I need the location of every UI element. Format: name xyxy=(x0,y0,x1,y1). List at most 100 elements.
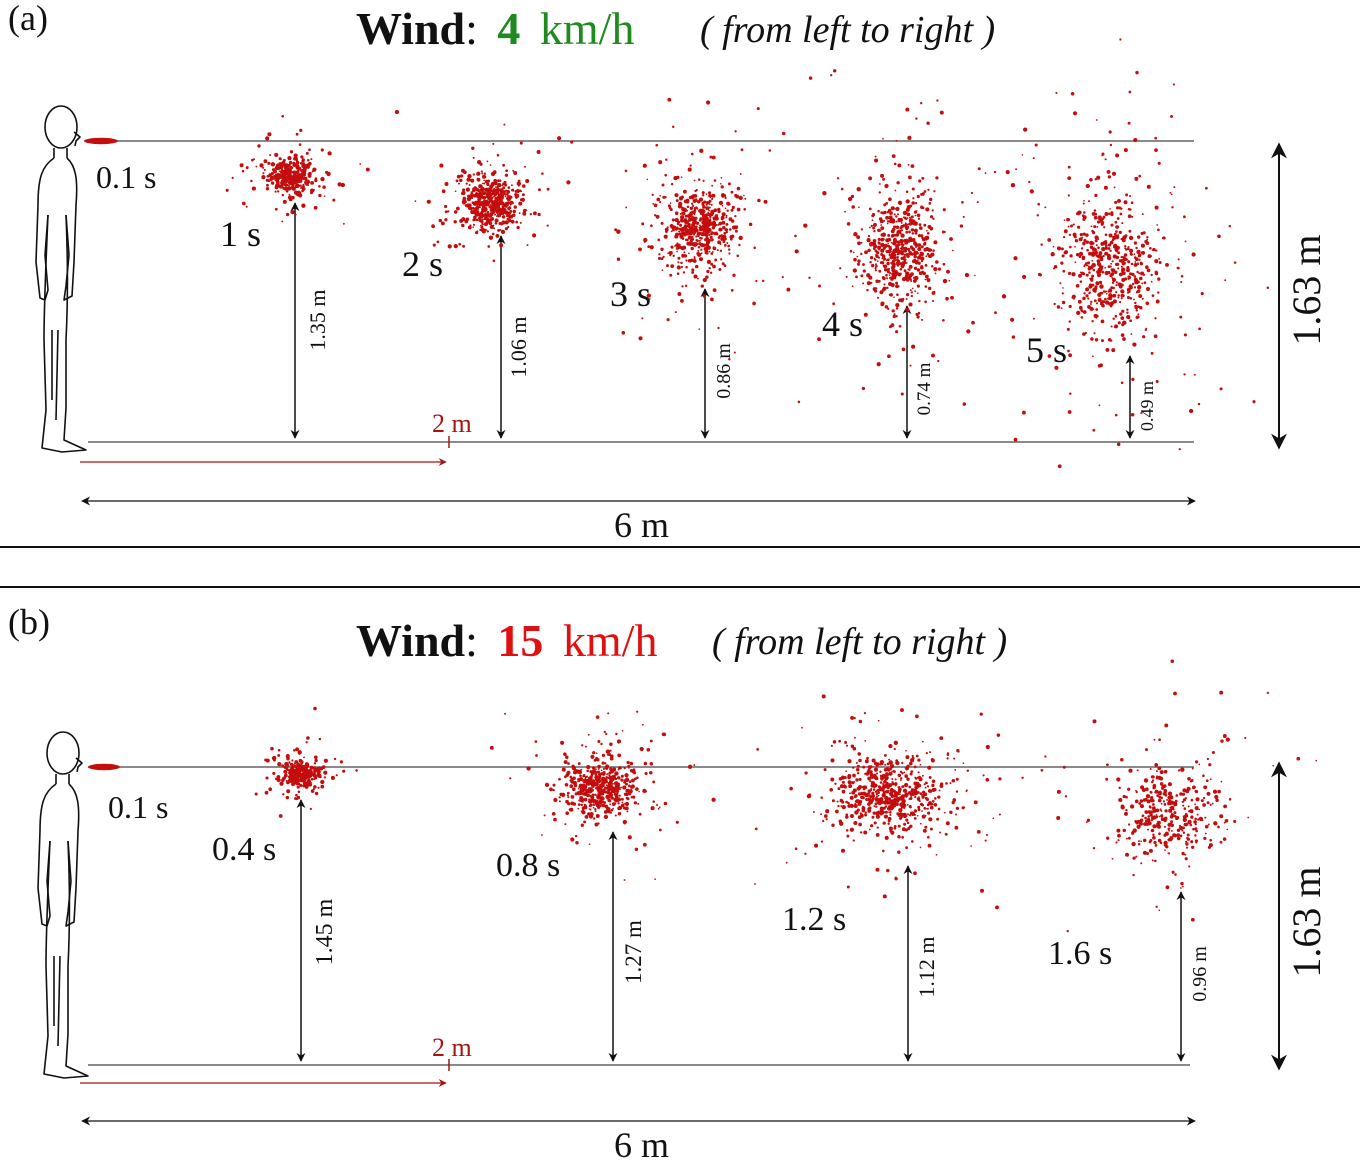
droplet xyxy=(1104,233,1108,237)
droplet xyxy=(907,223,910,226)
droplet xyxy=(1134,799,1139,804)
droplet xyxy=(895,330,899,334)
droplet xyxy=(1069,245,1072,249)
droplet xyxy=(982,774,985,777)
droplet xyxy=(1093,290,1096,293)
droplet xyxy=(923,223,927,227)
droplet xyxy=(928,254,933,258)
wind-direction-note: ( from left to right ) xyxy=(712,621,1007,663)
droplet xyxy=(881,793,886,798)
droplet xyxy=(288,197,293,202)
droplet xyxy=(574,834,578,838)
droplet xyxy=(1160,786,1165,790)
droplet xyxy=(629,761,634,766)
droplet xyxy=(303,782,306,785)
droplet xyxy=(946,269,950,274)
droplet xyxy=(1134,306,1137,310)
droplet xyxy=(674,311,677,314)
droplet xyxy=(1067,194,1070,197)
droplet xyxy=(1177,769,1181,772)
droplet xyxy=(1064,795,1068,798)
droplet xyxy=(1138,294,1143,299)
droplet xyxy=(937,795,941,799)
droplet xyxy=(929,215,934,219)
droplet xyxy=(617,812,622,816)
droplet xyxy=(595,804,598,807)
droplet xyxy=(320,148,324,152)
droplet xyxy=(1145,748,1148,752)
droplet xyxy=(873,767,879,772)
droplet xyxy=(1180,767,1185,772)
droplet xyxy=(830,73,833,77)
droplet xyxy=(693,764,696,767)
droplet xyxy=(890,323,895,327)
droplet xyxy=(314,179,318,183)
droplet xyxy=(1150,796,1154,800)
droplet xyxy=(873,230,876,233)
droplet xyxy=(287,775,291,778)
droplet xyxy=(1168,808,1173,813)
droplet xyxy=(702,205,706,209)
droplet xyxy=(485,193,490,199)
droplet xyxy=(725,216,728,219)
droplet xyxy=(852,773,856,778)
droplet xyxy=(895,206,900,211)
droplet xyxy=(895,139,898,142)
droplet xyxy=(307,184,310,186)
droplet xyxy=(895,225,900,230)
droplet xyxy=(564,760,566,763)
droplet xyxy=(862,282,865,285)
droplet xyxy=(1129,272,1132,276)
droplet xyxy=(728,203,731,206)
droplet xyxy=(1155,299,1160,304)
droplet xyxy=(1127,787,1131,791)
droplet xyxy=(921,740,924,743)
droplet xyxy=(288,193,291,196)
droplet xyxy=(915,117,918,120)
droplet xyxy=(1187,777,1191,781)
droplet xyxy=(323,776,327,779)
droplet xyxy=(855,778,859,782)
droplet xyxy=(879,229,882,232)
droplet xyxy=(580,803,583,807)
droplet xyxy=(1127,290,1131,293)
droplet xyxy=(286,789,291,794)
droplet xyxy=(300,186,303,190)
time-label: 3 s xyxy=(610,274,651,314)
droplet xyxy=(924,278,927,281)
droplet xyxy=(492,259,496,263)
droplet xyxy=(461,168,465,173)
droplet xyxy=(916,814,919,817)
droplet xyxy=(579,774,582,778)
droplet xyxy=(1096,175,1101,180)
droplet xyxy=(677,291,682,297)
droplet xyxy=(1117,294,1120,297)
droplet xyxy=(867,776,872,781)
droplet xyxy=(1131,272,1135,277)
droplet xyxy=(501,215,506,219)
droplet xyxy=(273,758,276,762)
droplet xyxy=(692,204,695,207)
droplet xyxy=(850,715,855,720)
droplet xyxy=(281,193,285,197)
droplet xyxy=(900,221,903,224)
droplet xyxy=(674,211,679,215)
droplet xyxy=(1088,271,1091,274)
droplet xyxy=(1076,310,1081,316)
droplet xyxy=(858,719,863,724)
droplet xyxy=(1150,780,1154,784)
droplet xyxy=(1188,408,1194,414)
droplet xyxy=(886,802,889,805)
droplet xyxy=(342,222,345,225)
droplet xyxy=(642,788,647,794)
droplet xyxy=(933,190,936,193)
droplet xyxy=(868,800,873,805)
droplet xyxy=(675,232,679,237)
droplet xyxy=(868,828,871,831)
droplet xyxy=(1115,284,1118,287)
panel-b: (b) Wind: 15 km/h ( from left to right )… xyxy=(8,602,1329,1165)
droplet xyxy=(571,787,576,792)
droplet xyxy=(464,219,469,224)
droplet xyxy=(274,777,278,781)
droplet xyxy=(596,805,601,809)
